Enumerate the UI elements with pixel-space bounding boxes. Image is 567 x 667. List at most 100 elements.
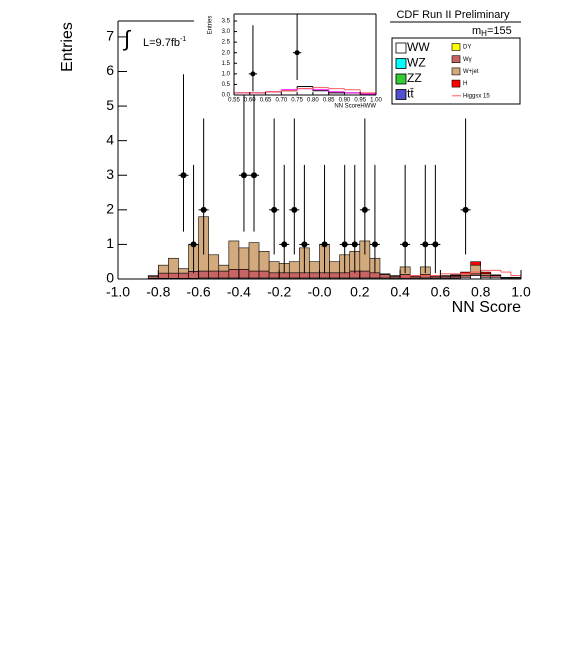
inset-x-axis-label: NN ScoreHWW [334, 104, 376, 110]
lumi-symbol: ∫ [122, 26, 132, 51]
bar-segment [228, 240, 240, 270]
y-tick-label: 1.0 [222, 71, 231, 77]
x-axis-label: NN Score [452, 299, 521, 316]
bar-segment [198, 270, 209, 279]
x-tick-label: 0.6 [431, 284, 451, 300]
bar-segment [470, 275, 481, 280]
bar-segment [238, 269, 250, 279]
bar-segment [470, 261, 481, 266]
y-tick-label: 0.5 [222, 82, 231, 88]
y-tick-label: 2.0 [222, 50, 231, 56]
inset-plot: 0.55 0.60 0.65 0.70 0.75 0.80 0.85 0.90 0.95 1.00… [222, 13, 382, 104]
x-tick-label: 0.2 [350, 284, 370, 300]
bar-segment [379, 274, 391, 279]
chart-title: CDF Run II Preliminary [396, 9, 510, 21]
bar-segment [158, 264, 169, 274]
main-plot: -1.0 -0.8 -0.6 -0.4 -0.2 -0.0 0.2 0.4 0.6 0.8 1.00… [106, 20, 531, 300]
bar-segment [329, 261, 340, 274]
mass-label: mH=155 [472, 25, 512, 38]
legend-label: Wγ [463, 57, 472, 63]
y-axis-label: Entries [59, 22, 76, 72]
data-point [321, 241, 328, 248]
bar-segment [389, 275, 401, 277]
y-tick-label: 5 [106, 97, 114, 113]
bar-segment [450, 274, 461, 276]
lumi-sup: -1 [180, 36, 186, 43]
legend-label: WZ [407, 56, 426, 70]
data-point [371, 241, 378, 248]
bar-segment [248, 270, 260, 279]
bar-segment [319, 272, 330, 279]
bar-segment [369, 272, 381, 279]
legend-swatch [451, 79, 461, 88]
legend-label: W+jet [463, 69, 479, 75]
bar-segment [490, 274, 502, 276]
bar-segment [228, 269, 240, 279]
bar-segment [309, 272, 320, 279]
x-tick-label: 0.80 [307, 98, 319, 104]
bar-segment [268, 261, 280, 274]
x-tick-label: -0.6 [187, 284, 211, 300]
bar-segment [288, 272, 300, 279]
bar-segment [278, 272, 290, 279]
y-tick-label: 7 [106, 28, 114, 44]
x-tick-label: 0.60 [244, 98, 256, 104]
data-point [361, 206, 368, 213]
bar-segment [268, 272, 280, 279]
bar-segment [339, 272, 351, 279]
x-tick-label: 1.00 [370, 98, 382, 104]
bar-segment [480, 271, 492, 275]
y-tick-label: 2.5 [222, 40, 231, 46]
legend-swatch [395, 42, 407, 54]
bar-segment [309, 261, 320, 274]
bar-segment [258, 270, 270, 279]
lumi-label: L=9.7fb-1 [143, 36, 186, 49]
bar-segment [329, 272, 340, 279]
y-tick-label: 1.5 [222, 61, 231, 67]
legend-label: WW [407, 40, 430, 54]
bar-segment [218, 270, 230, 279]
legend-label: ZZ [407, 71, 422, 85]
bar-segment [419, 274, 431, 279]
y-tick-label: 2 [106, 201, 114, 217]
y-tick-label: 3.0 [222, 29, 231, 35]
data-point [251, 172, 258, 179]
mass-rest: =155 [487, 25, 512, 37]
y-tick-label: 0 [106, 270, 114, 286]
bar-segment [238, 247, 250, 270]
x-tick-label: -0.4 [227, 284, 251, 300]
legend-label: Higgsx 15 [463, 93, 490, 99]
x-tick-label: 0.65 [260, 98, 272, 104]
bar-segment [168, 257, 179, 274]
inset-background [234, 14, 376, 95]
legend-swatch [451, 43, 461, 51]
bar-segment [359, 270, 371, 279]
bar-segment [299, 272, 310, 279]
data-point [240, 172, 247, 179]
data-point [271, 206, 278, 213]
legend-swatch [395, 73, 407, 85]
x-tick-label: 0.8 [471, 284, 491, 300]
data-point [281, 241, 288, 248]
legend-swatch [395, 58, 407, 69]
legend-swatch [395, 89, 407, 100]
inset-y-axis-label: Entries [208, 16, 214, 35]
data-point [250, 71, 256, 77]
bar-segment [147, 275, 159, 277]
bar-segment [248, 242, 260, 272]
data-point [301, 241, 308, 248]
data-point [180, 172, 187, 179]
bar-segment [208, 254, 220, 272]
x-tick-label: 0.55 [228, 98, 240, 104]
x-tick-label: -1.0 [106, 284, 130, 300]
x-tick-label: 0.70 [275, 98, 287, 104]
data-point [190, 241, 197, 248]
y-tick-label: 0.0 [222, 93, 231, 99]
lumi-main: L=9.7fb [143, 37, 180, 49]
y-tick-label: 6 [106, 62, 114, 78]
y-tick-label: 4 [106, 131, 114, 147]
data-point [200, 206, 207, 213]
x-tick-label: -0.0 [307, 284, 331, 300]
